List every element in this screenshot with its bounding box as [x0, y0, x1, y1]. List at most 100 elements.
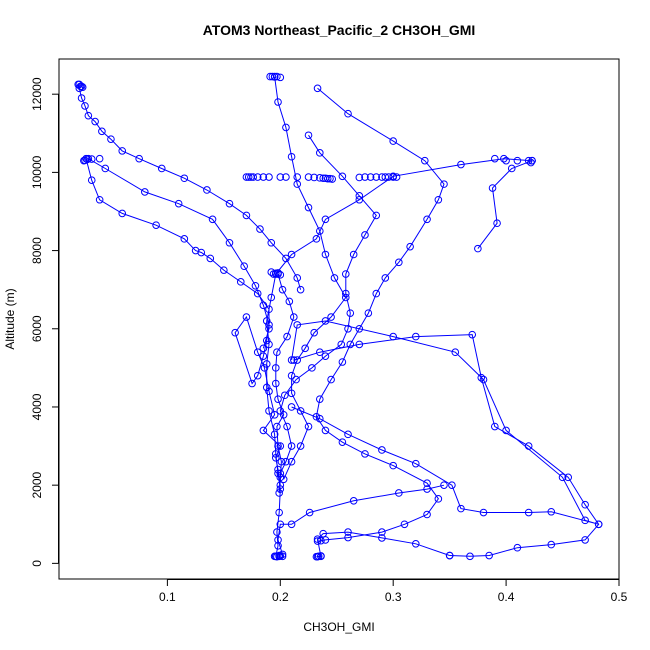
series-line: [477, 160, 533, 249]
data-point: [321, 426, 330, 435]
chart-title: ATOM3 Northeast_Pacific_2 CH3OH_GMI: [203, 22, 476, 38]
data-point: [242, 313, 251, 321]
data-point: [107, 135, 115, 143]
x-axis: 0.1 0.2 0.3 0.4 0.5: [159, 579, 628, 604]
data-point: [564, 473, 572, 482]
data-point: [389, 137, 397, 145]
x-tick-label: 0.1: [159, 590, 176, 604]
series-line: [315, 87, 445, 542]
point-cluster-2: [266, 72, 285, 82]
data-point: [276, 173, 285, 181]
data-point: [101, 164, 110, 173]
data-point: [395, 258, 403, 267]
cluster-layer: [75, 72, 535, 561]
data-point: [274, 395, 282, 403]
y-tick-label: 8000: [30, 237, 44, 264]
data-point: [278, 552, 287, 561]
data-point: [283, 422, 291, 431]
data-point: [581, 516, 589, 525]
data-point: [349, 250, 358, 259]
data-point: [256, 225, 264, 233]
data-point: [262, 336, 271, 345]
data-point: [276, 73, 285, 82]
data-point: [225, 199, 234, 208]
data-point: [316, 414, 324, 423]
data-point: [287, 457, 296, 466]
data-point: [502, 156, 510, 165]
data-point: [395, 489, 403, 497]
data-point: [296, 285, 305, 294]
series-line: [277, 484, 445, 556]
data-point: [262, 383, 271, 392]
data-point: [513, 543, 522, 552]
series-line: [266, 158, 533, 557]
data-point: [290, 313, 298, 321]
data-point: [319, 529, 327, 538]
data-point: [271, 364, 280, 372]
data-point: [220, 266, 228, 274]
series-line: [85, 158, 270, 349]
data-point: [507, 164, 516, 173]
y-tick-label: 12000: [30, 77, 44, 111]
data-point: [267, 293, 276, 302]
data-point: [277, 457, 286, 466]
data-point: [310, 173, 318, 182]
data-point: [197, 248, 206, 257]
data-point: [282, 457, 290, 466]
series-5: [82, 154, 273, 353]
data-point: [491, 422, 499, 431]
data-point: [287, 403, 296, 411]
data-point: [287, 371, 296, 380]
point-cluster-1: [242, 173, 401, 183]
data-point: [265, 305, 273, 314]
data-point: [281, 391, 289, 400]
data-point: [274, 465, 282, 474]
data-point: [274, 269, 282, 277]
data-point: [474, 244, 482, 253]
data-point: [313, 84, 322, 93]
data-point: [558, 473, 567, 482]
data-point: [240, 262, 248, 271]
data-point: [287, 152, 296, 161]
data-point: [275, 508, 283, 517]
data-point: [304, 203, 313, 212]
plot-frame: [58, 58, 620, 580]
data-point: [296, 442, 305, 450]
data-point: [293, 274, 302, 282]
data-point: [262, 360, 271, 368]
data-point: [95, 154, 104, 163]
data-point: [372, 211, 381, 220]
data-point: [95, 195, 104, 204]
data-point: [208, 215, 217, 224]
data-point: [423, 215, 431, 224]
data-point: [265, 321, 273, 329]
series-12: [312, 528, 454, 561]
data-point: [411, 459, 420, 468]
data-point: [361, 231, 369, 239]
data-point: [524, 508, 533, 517]
data-point: [344, 533, 352, 542]
data-point: [118, 147, 127, 155]
data-point: [389, 173, 397, 181]
data-point: [225, 238, 234, 247]
data-point: [287, 442, 296, 450]
data-point: [273, 72, 281, 81]
data-point: [78, 83, 87, 91]
series-line: [279, 134, 377, 474]
series-layer: [74, 72, 603, 561]
data-point: [75, 84, 84, 93]
data-point: [485, 551, 493, 560]
data-point: [279, 475, 288, 484]
data-point: [378, 446, 386, 454]
data-point: [274, 98, 282, 106]
data-point: [316, 149, 324, 157]
series-8: [312, 84, 448, 545]
data-point: [316, 395, 324, 403]
data-point: [118, 209, 127, 218]
series-line: [275, 273, 295, 494]
data-point: [581, 500, 589, 509]
data-point: [87, 176, 96, 185]
data-point: [276, 481, 285, 489]
data-point: [389, 461, 397, 470]
data-point: [434, 195, 443, 204]
